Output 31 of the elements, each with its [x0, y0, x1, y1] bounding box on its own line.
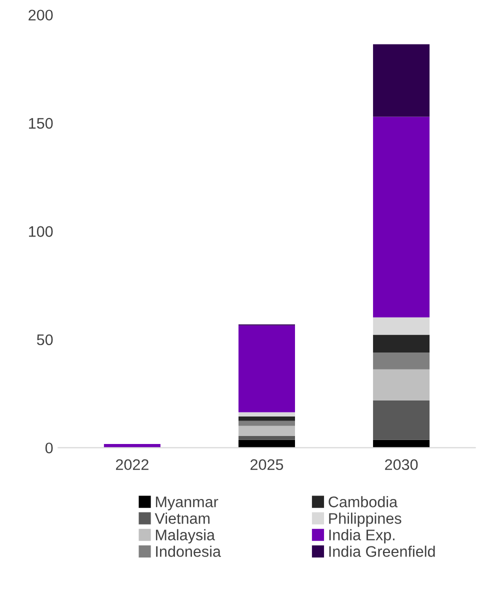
bar: [373, 440, 430, 448]
legend-label: Philippines: [329, 512, 402, 527]
legend-label: Cambodia: [328, 496, 398, 508]
x-tick-label: 2030: [385, 459, 418, 470]
bar: [373, 116, 430, 318]
bar: [373, 352, 430, 370]
bar: [373, 334, 430, 352]
legend-label: Indonesia: [156, 546, 221, 557]
bar: [238, 420, 296, 426]
bar: [238, 426, 296, 436]
bar: [238, 325, 296, 412]
legend-label: Vietnam: [154, 512, 210, 524]
bar: [238, 412, 296, 417]
y-tick-label: 50: [36, 334, 53, 346]
legend-label: Myanmar: [156, 496, 218, 510]
x-tick-label: 2022: [116, 459, 148, 470]
y-tick-label: 100: [29, 226, 53, 237]
legend-label: Malaysia: [156, 529, 215, 544]
bar: [373, 317, 430, 335]
bar: [238, 416, 296, 421]
bar: [238, 440, 296, 448]
y-tick-label: 0: [45, 442, 53, 454]
bar: [373, 400, 430, 440]
bar: [238, 436, 296, 440]
y-tick-label: 150: [29, 118, 53, 129]
legend-label: India Exp.: [329, 529, 394, 544]
x-tick-label: 2025: [250, 459, 284, 470]
y-tick-label: 200: [28, 10, 53, 21]
legend-label: India Greenfield: [329, 546, 435, 557]
bar: [373, 369, 430, 401]
bar: [373, 44, 430, 117]
